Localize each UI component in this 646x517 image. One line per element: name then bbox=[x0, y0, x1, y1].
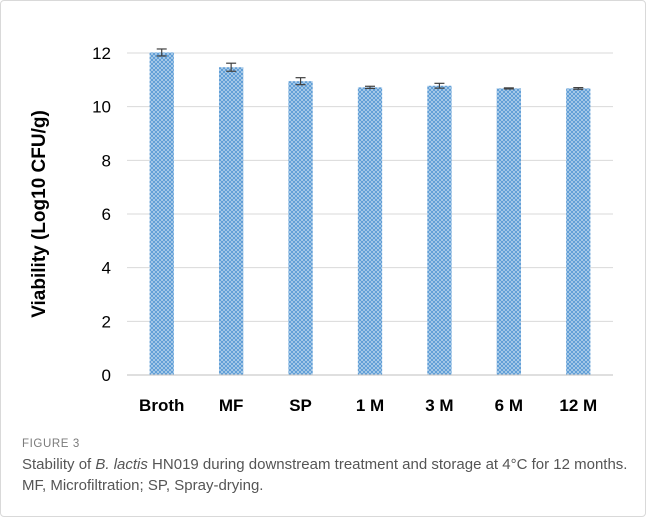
y-tick-label: 8 bbox=[102, 151, 111, 170]
bars bbox=[149, 52, 591, 376]
caption-text: Stability of B. lactis HN019 during down… bbox=[22, 454, 632, 496]
x-tick-labels: Broth MF SP 1 M 3 M 6 M 12 M bbox=[139, 396, 597, 415]
y-tick-label: 2 bbox=[102, 312, 111, 331]
caption-text-end: HN019 during downstream treatment and st… bbox=[22, 456, 628, 494]
y-tick-labels: 0 2 4 6 8 10 12 bbox=[92, 44, 111, 385]
y-tick-label: 4 bbox=[102, 259, 111, 278]
bar bbox=[496, 88, 522, 376]
bar bbox=[566, 88, 591, 376]
error-bar bbox=[365, 85, 375, 90]
x-tick-label: 12 M bbox=[559, 396, 597, 415]
y-tick-label: 10 bbox=[92, 98, 111, 117]
error-bar bbox=[156, 48, 167, 57]
x-tick-label: SP bbox=[289, 396, 312, 415]
bar bbox=[288, 81, 313, 376]
x-tick-label: Broth bbox=[139, 396, 184, 415]
bar bbox=[218, 67, 244, 375]
x-tick-label: 1 M bbox=[356, 396, 384, 415]
error-bar bbox=[573, 87, 584, 90]
figure-label: FIGURE 3 bbox=[22, 438, 80, 450]
error-bar bbox=[503, 87, 514, 90]
y-tick-label: 0 bbox=[102, 366, 111, 385]
y-tick-label: 12 bbox=[92, 44, 111, 63]
y-axis-label: Viability (Log10 CFU/g) bbox=[29, 110, 50, 318]
caption-text-start: Stability of bbox=[22, 456, 96, 473]
bar bbox=[427, 85, 452, 375]
bar bbox=[149, 52, 174, 376]
figure-caption: FIGURE 3 Stability of B. lactis HN019 du… bbox=[22, 438, 632, 496]
error-bar bbox=[434, 82, 445, 89]
error-bar bbox=[295, 77, 306, 86]
error-bars bbox=[156, 48, 584, 90]
bar bbox=[357, 87, 383, 375]
caption-species-name: B. lactis bbox=[95, 456, 148, 473]
y-tick-label: 6 bbox=[102, 205, 111, 224]
x-tick-label: 6 M bbox=[495, 396, 523, 415]
x-tick-label: MF bbox=[219, 396, 244, 415]
bar-chart: 0 2 4 6 8 10 12 Broth MF SP 1 M 3 M 6 M 12 M Viabili… bbox=[29, 44, 613, 415]
x-tick-label: 3 M bbox=[425, 396, 453, 415]
error-bar bbox=[226, 62, 237, 72]
